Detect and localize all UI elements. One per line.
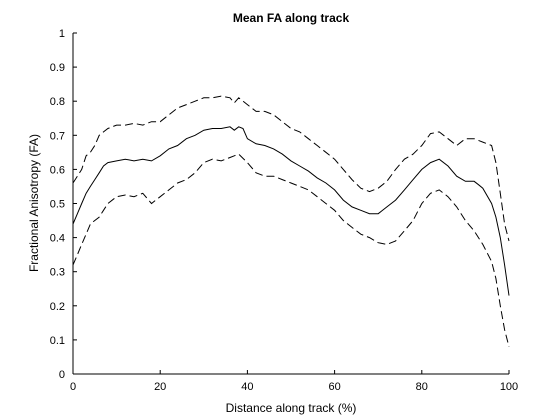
x-tick-label: 40 <box>241 381 253 393</box>
y-tick-label: 0.2 <box>50 301 65 313</box>
upper-bound-line <box>72 95 510 242</box>
x-tick-label: 60 <box>328 381 340 393</box>
y-tick-label: 0 <box>59 369 65 381</box>
x-tick-label: 100 <box>500 381 518 393</box>
y-ticks: 0 0.1 0.2 0.3 0.4 0.5 0.6 0.7 0.8 0.9 1 <box>50 28 77 381</box>
y-axis-title: Fractional Anisotropy (FA) <box>27 134 41 272</box>
chart-title: Mean FA along track <box>233 11 350 25</box>
y-tick-label: 0.8 <box>50 96 65 108</box>
y-tick-label: 0.3 <box>50 267 65 279</box>
x-axis-title: Distance along track (%) <box>226 401 357 415</box>
y-tick-label: 0.9 <box>50 62 65 74</box>
x-tick-label: 20 <box>154 381 166 393</box>
series-layer <box>72 95 510 347</box>
x-tick-label: 80 <box>416 381 428 393</box>
y-tick-label: 0.4 <box>50 233 65 245</box>
y-tick-label: 1 <box>59 28 65 40</box>
x-tick-label: 0 <box>70 381 76 393</box>
mean-line <box>72 126 510 296</box>
y-tick-label: 0.5 <box>50 199 65 211</box>
y-tick-label: 0.6 <box>50 164 65 176</box>
y-tick-label: 0.7 <box>50 130 65 142</box>
lower-bound-line <box>72 153 510 347</box>
y-tick-label: 0.1 <box>50 335 65 347</box>
x-ticks: 0 20 40 60 80 100 <box>70 370 518 393</box>
